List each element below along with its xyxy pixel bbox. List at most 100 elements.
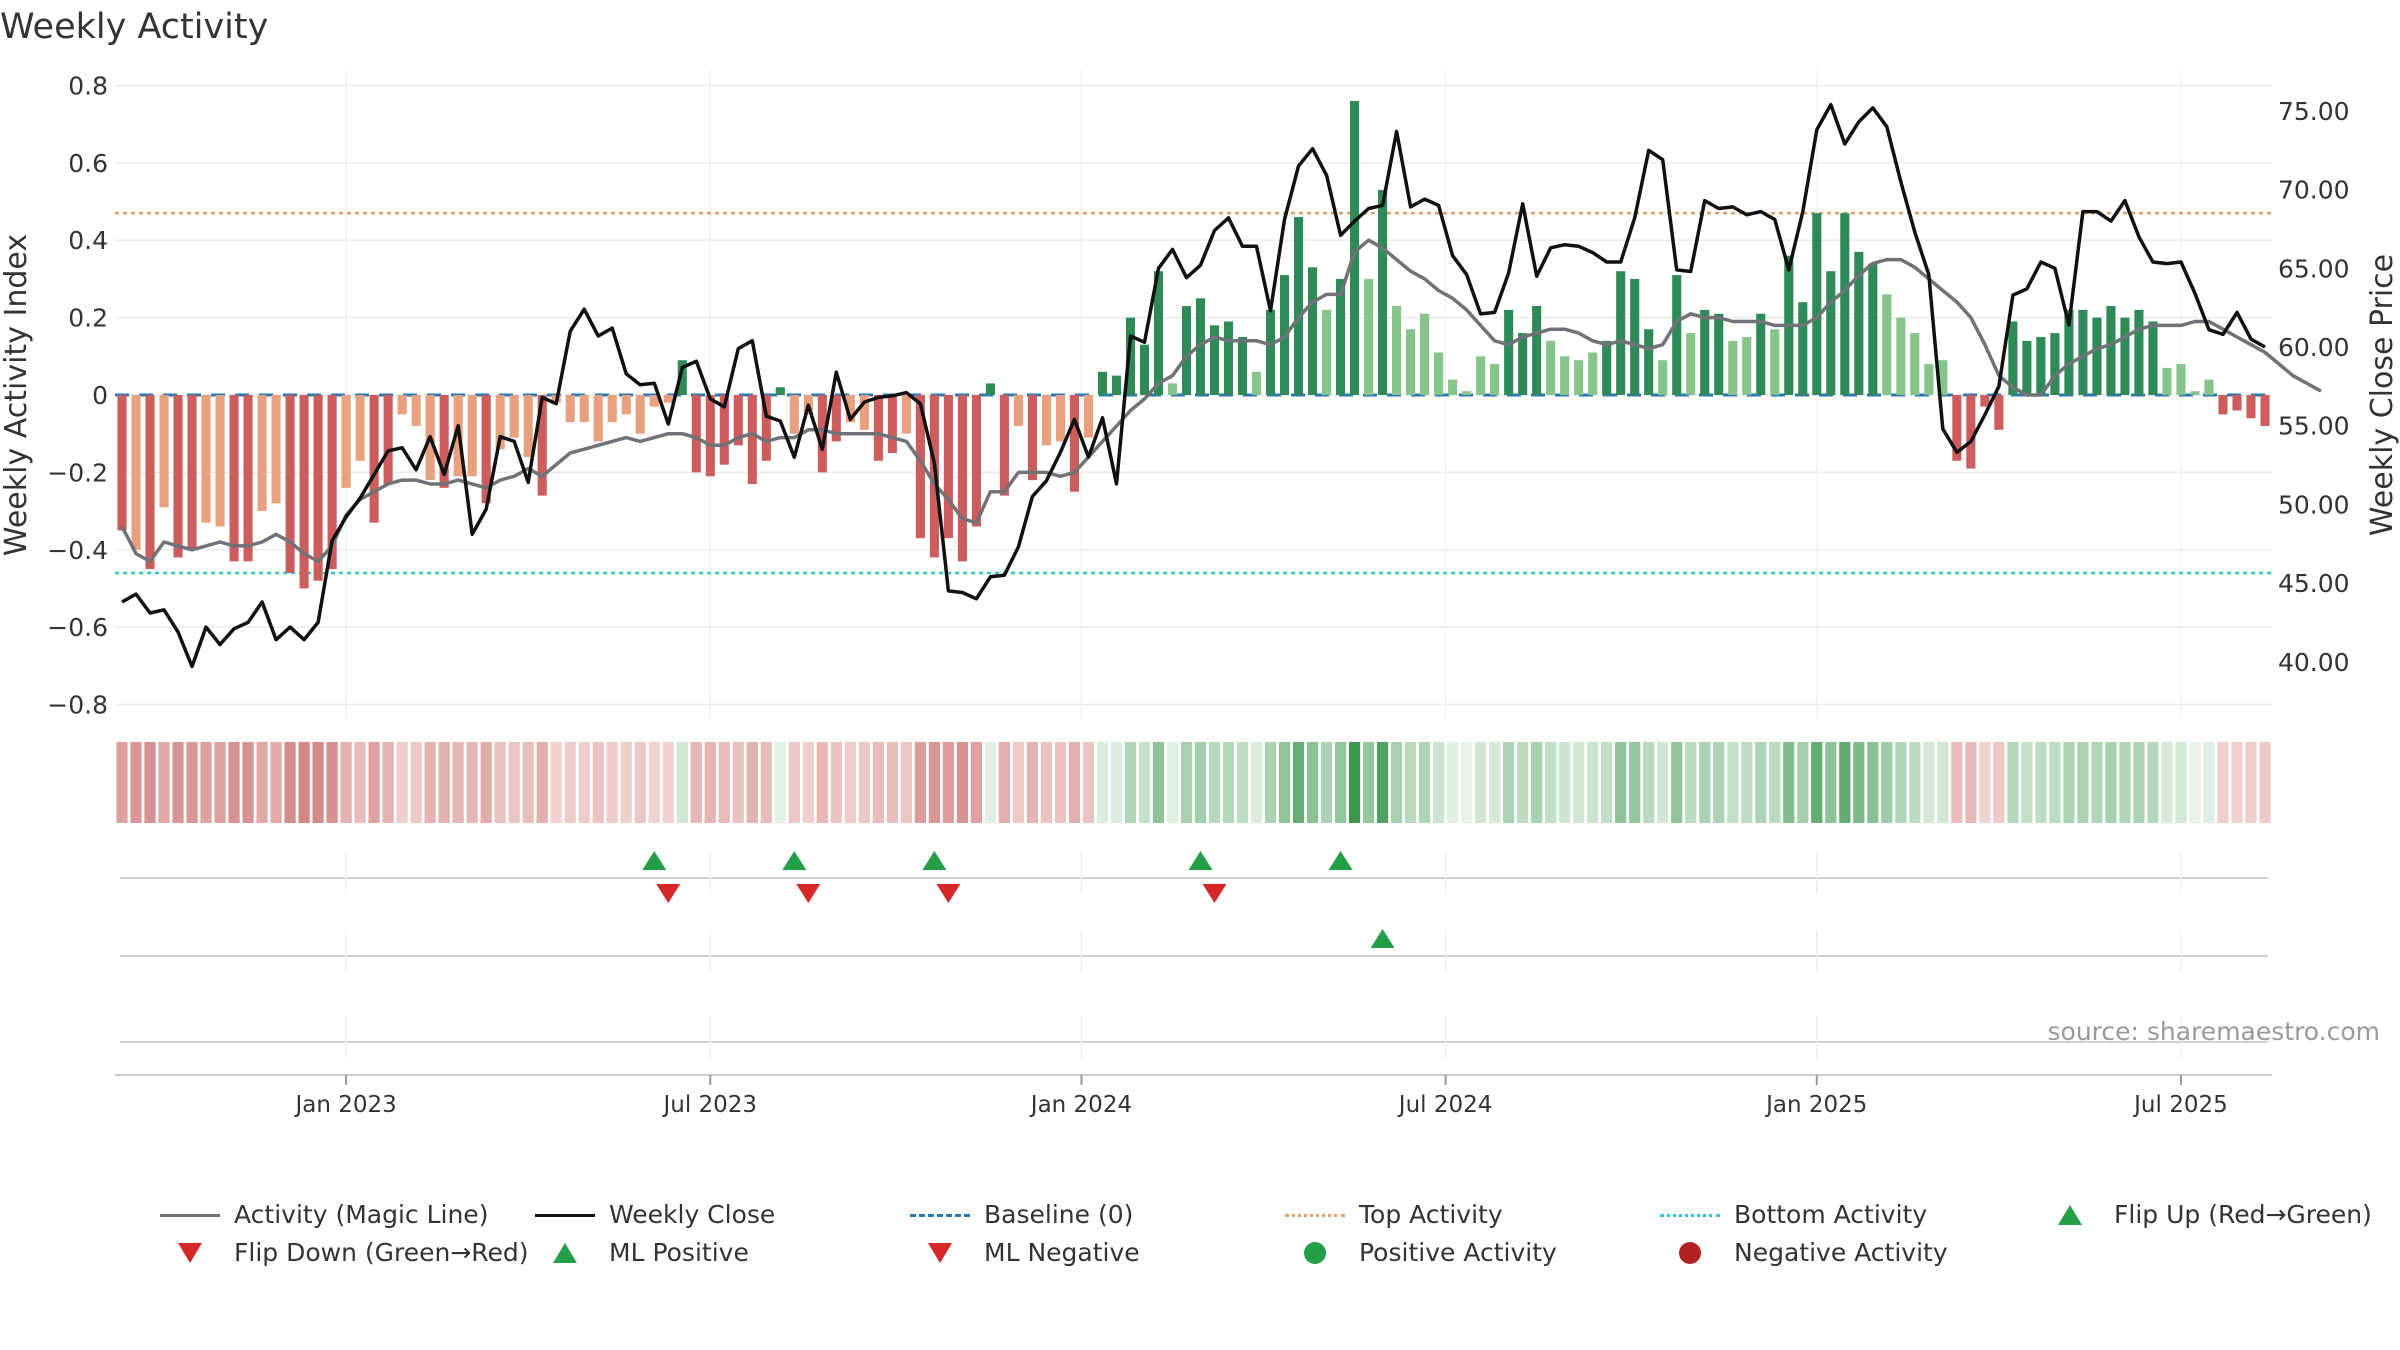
- activity-bar: [1798, 302, 1808, 395]
- heat-cell: [634, 742, 646, 823]
- heat-cell: [1867, 742, 1879, 823]
- x-tick-label: Jan 2025: [1764, 1092, 1867, 1118]
- heat-cell: [956, 742, 968, 823]
- activity-bar: [1518, 333, 1528, 395]
- heat-cell: [1068, 742, 1081, 823]
- heat-cell: [382, 742, 394, 823]
- legend-item: Negative Activity: [1660, 1238, 1948, 1267]
- activity-bar: [733, 395, 743, 446]
- activity-bar: [229, 395, 239, 562]
- heat-cell: [340, 742, 352, 823]
- activity-bar: [2092, 317, 2102, 395]
- heat-cell: [676, 742, 688, 823]
- activity-bar: [2022, 340, 2032, 395]
- activity-bar: [523, 395, 533, 457]
- activity-bar: [327, 395, 337, 570]
- legend-label: Weekly Close: [609, 1200, 776, 1229]
- heat-cell: [2217, 742, 2229, 823]
- activity-bar: [1770, 329, 1780, 395]
- heat-cell: [2147, 742, 2159, 823]
- activity-bar: [1293, 217, 1304, 395]
- heat-cell: [564, 742, 576, 823]
- y2-tick-label: 75.00: [2278, 97, 2350, 126]
- heat-cell: [228, 742, 240, 823]
- legend-label: Activity (Magic Line): [234, 1200, 489, 1229]
- activity-bar: [1251, 371, 1262, 395]
- heat-cell: [1250, 742, 1263, 823]
- heat-cell: [396, 742, 408, 823]
- activity-bar: [621, 395, 631, 415]
- activity-bar: [1714, 313, 1724, 395]
- legend-label: Top Activity: [1359, 1200, 1503, 1229]
- flip-down-marker: [656, 884, 681, 903]
- signal-panels: [120, 851, 2268, 1058]
- activity-bar: [257, 395, 267, 512]
- activity-bar: [369, 395, 379, 523]
- heat-cell: [1909, 742, 1921, 823]
- y2-axis-label: Weekly Close Price: [2365, 254, 2400, 536]
- flip-down-marker: [936, 884, 961, 903]
- heat-cell: [2049, 742, 2061, 823]
- heat-cell: [1741, 742, 1753, 823]
- heat-cell: [1138, 742, 1151, 823]
- activity-bar: [859, 395, 869, 430]
- activity-bar: [1756, 313, 1766, 395]
- heat-cell: [1166, 742, 1179, 823]
- heat-cell: [1937, 742, 1949, 823]
- ml-positive-marker: [1370, 929, 1395, 948]
- activity-bar: [1588, 352, 1598, 395]
- activity-bar: [565, 395, 575, 423]
- legend-item: ML Positive: [535, 1238, 749, 1267]
- heat-cell: [522, 742, 534, 823]
- activity-bar: [2176, 364, 2186, 395]
- y-tick-label: 0: [92, 381, 108, 410]
- activity-bar: [1069, 395, 1079, 492]
- heat-cell: [1531, 742, 1543, 823]
- heat-cell: [1026, 742, 1039, 823]
- activity-bar: [299, 395, 309, 589]
- heat-cell: [452, 742, 464, 823]
- activity-bar: [1055, 395, 1065, 442]
- y2-tick-label: 65.00: [2278, 254, 2350, 283]
- activity-bar: [2120, 317, 2130, 395]
- heat-cell: [1601, 742, 1613, 823]
- legend-label: ML Positive: [609, 1238, 749, 1267]
- legend-label: Positive Activity: [1359, 1238, 1557, 1267]
- heat-cell: [1320, 742, 1333, 823]
- heat-cell: [1769, 742, 1781, 823]
- y2-tick-label: 45.00: [2278, 569, 2350, 598]
- heat-cell: [2245, 742, 2257, 823]
- heat-cell: [1180, 742, 1193, 823]
- heat-cell: [858, 742, 870, 823]
- activity-bar: [593, 395, 603, 442]
- legend-swatch: [1285, 1203, 1345, 1227]
- heat-cell: [2105, 742, 2117, 823]
- heat-cell: [1390, 742, 1403, 823]
- activity-bar: [607, 395, 617, 423]
- activity-bar: [1420, 313, 1430, 395]
- heat-cell: [1292, 742, 1305, 823]
- heat-cell: [1264, 742, 1277, 823]
- activity-bar: [747, 395, 757, 484]
- activity-bar: [719, 395, 729, 465]
- activity-bar: [495, 395, 505, 450]
- activity-bar: [971, 395, 981, 527]
- y-tick-label: −0.8: [47, 691, 108, 720]
- heat-cell: [2021, 742, 2033, 823]
- heat-cell: [550, 742, 562, 823]
- heat-cell: [760, 742, 772, 823]
- heat-cell: [830, 742, 842, 823]
- heat-cell: [2007, 742, 2019, 823]
- heat-cell: [942, 742, 954, 823]
- activity-bar: [201, 395, 211, 523]
- heat-cell: [1839, 742, 1851, 823]
- heat-cell: [130, 742, 142, 823]
- activity-bar: [1700, 309, 1710, 395]
- activity-bar: [439, 395, 449, 488]
- heat-cell: [2161, 742, 2173, 823]
- activity-bar: [1602, 340, 1612, 395]
- heat-cell: [1853, 742, 1865, 823]
- heat-cell: [788, 742, 800, 823]
- x-tick-label: Jul 2025: [2132, 1092, 2228, 1118]
